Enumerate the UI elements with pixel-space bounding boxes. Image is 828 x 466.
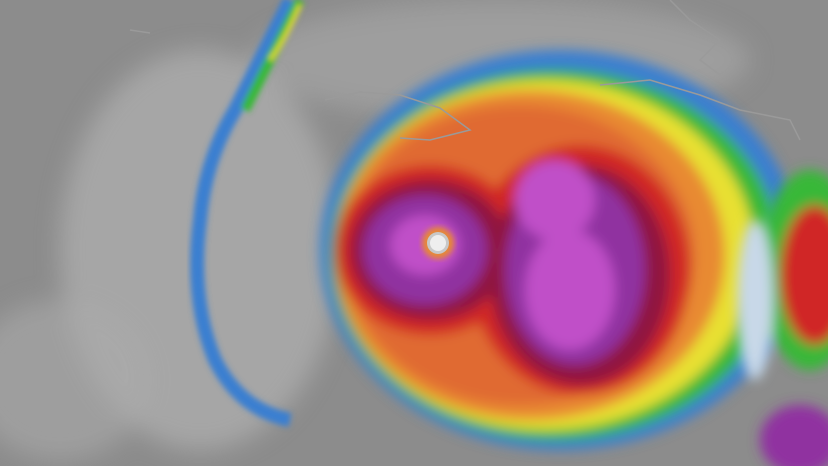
- east-band: [737, 170, 828, 466]
- rain-band-west: [190, 0, 305, 427]
- eye: [422, 227, 454, 259]
- hurricane-core: [320, 50, 800, 450]
- coastlines: [129, 0, 801, 141]
